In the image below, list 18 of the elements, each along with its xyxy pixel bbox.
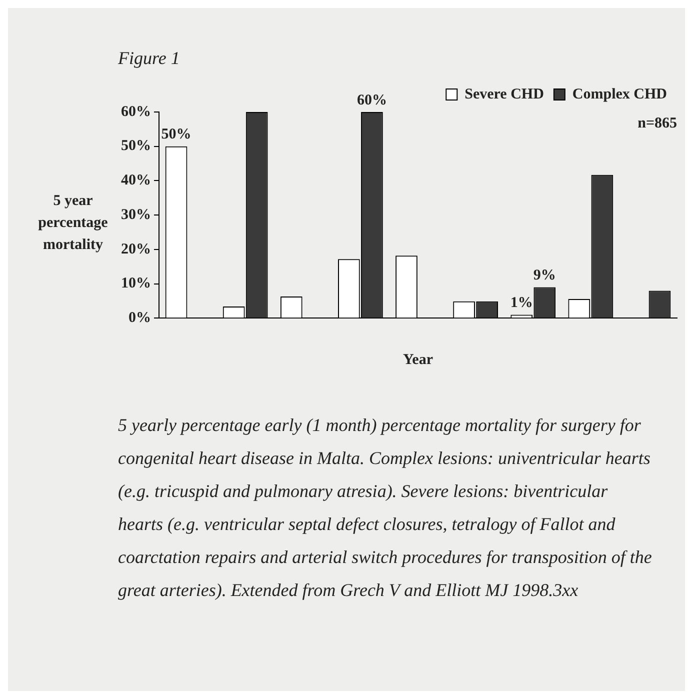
y-tick-label: 40% bbox=[121, 172, 151, 189]
text: 5 yearly percentage early (1 month) percentage mortality for surgery for congenital heart disease in Malta. Complex lesions: univentricular hearts (e.g. tricuspid and pulmonary atresia). Severe lesions: biventricular hearts (e.g. ventricular septal defect closures, tetralogy of Fallot and coarctation repairs and arterial switch procedures for transposition of the great arteries). Extended from Grech V and Elliott MJ 1998.3xx bbox=[118, 414, 653, 602]
data-label: 1% bbox=[510, 295, 533, 312]
y-tick-label: 50% bbox=[121, 138, 151, 154]
y-tick-label: 0% bbox=[128, 310, 151, 326]
y-tick-label: 10% bbox=[121, 276, 151, 292]
chart-title: Figure 1 bbox=[118, 48, 181, 69]
data-label: 50% bbox=[161, 126, 192, 143]
data-label: 60% bbox=[356, 92, 387, 108]
legend-label: Complex CHD bbox=[572, 86, 668, 102]
y-tick-label: 60% bbox=[121, 104, 151, 120]
y-tick-label: 30% bbox=[121, 206, 151, 223]
annotation: n=865 bbox=[638, 115, 677, 132]
data-label: 9% bbox=[533, 268, 556, 284]
legend-label: Severe CHD bbox=[464, 86, 544, 102]
y-tick-label: 20% bbox=[121, 241, 151, 258]
x-axis-title: Year bbox=[403, 352, 434, 368]
y-axis-title: 5 year percentage mortality bbox=[37, 192, 109, 255]
